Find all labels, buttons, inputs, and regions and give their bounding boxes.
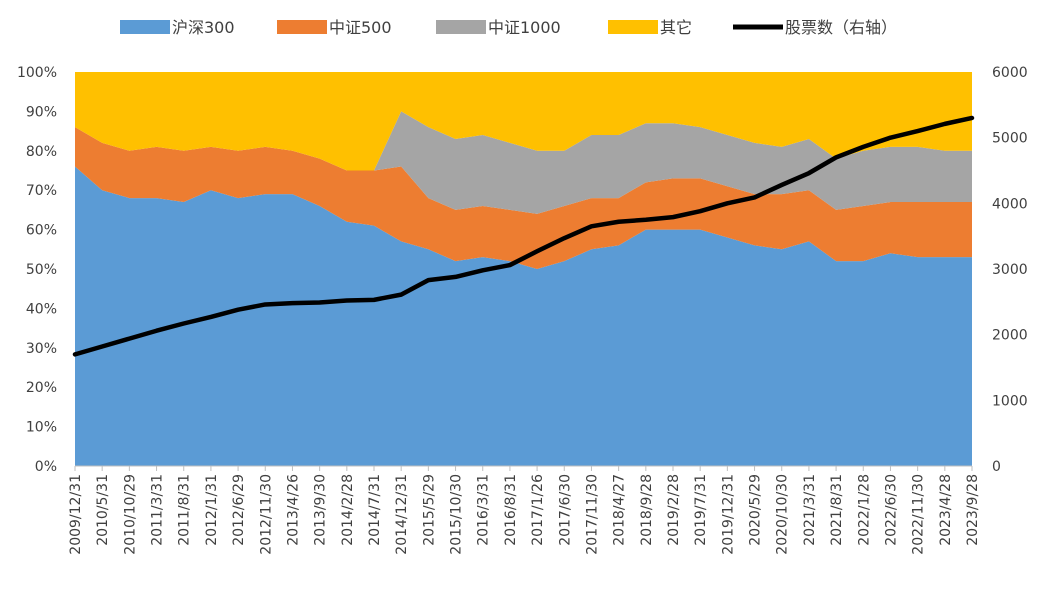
axes: 0% 10% 20% 30% 40% 50% 60% 70% 80% 90% 100% 0 1000 20… bbox=[17, 65, 1028, 555]
stock-count-line bbox=[72, 115, 975, 357]
x-tick-label: 2012/11/30 bbox=[258, 474, 274, 555]
stock-count-line-layer bbox=[72, 115, 975, 357]
y-left-tick-label: 40% bbox=[26, 301, 57, 317]
x-tick-label: 2012/6/29 bbox=[231, 474, 247, 546]
stacked-areas bbox=[75, 72, 972, 466]
x-tick-label: 2022/11/30 bbox=[911, 474, 927, 555]
legend-swatch-中证500 bbox=[277, 20, 327, 34]
x-tick-label: 2023/4/28 bbox=[938, 474, 954, 546]
y-right-tick-label: 1000 bbox=[992, 393, 1028, 409]
x-tick-label: 2017/1/26 bbox=[530, 474, 546, 546]
x-tick-label: 2009/12/31 bbox=[68, 474, 84, 555]
legend-swatch-中证1000 bbox=[436, 20, 486, 34]
x-tick-label: 2014/12/31 bbox=[394, 474, 410, 555]
area-other bbox=[75, 72, 972, 171]
x-tick-label: 2020/5/29 bbox=[748, 474, 764, 546]
legend-swatch-沪深300 bbox=[120, 20, 170, 34]
x-tick-label: 2015/10/30 bbox=[449, 474, 465, 555]
y-left-tick-label: 100% bbox=[17, 65, 57, 81]
legend-swatch-其它 bbox=[608, 20, 658, 34]
x-tick-label: 2019/12/31 bbox=[720, 474, 736, 555]
x-tick-label: 2016/8/31 bbox=[503, 474, 519, 546]
x-tick-label: 2017/6/30 bbox=[557, 474, 573, 546]
y-left-tick-label: 70% bbox=[26, 183, 57, 199]
y-left-tick-label: 20% bbox=[26, 380, 57, 396]
legend-label: 其它 bbox=[660, 18, 692, 37]
legend-label: 股票数（右轴） bbox=[785, 18, 897, 37]
x-tick-label: 2018/4/27 bbox=[612, 474, 628, 546]
y-right-tick-label: 5000 bbox=[992, 131, 1028, 147]
y-left-tick-label: 10% bbox=[26, 420, 57, 436]
x-tick-label: 2010/10/29 bbox=[122, 474, 138, 555]
x-tick-label: 2021/8/31 bbox=[829, 474, 845, 546]
x-tick-label: 2019/7/31 bbox=[693, 474, 709, 546]
x-tick-label: 2020/10/30 bbox=[775, 474, 791, 555]
y-right-tick-label: 6000 bbox=[992, 65, 1028, 81]
y-left-tick-label: 80% bbox=[26, 144, 57, 160]
x-tick-label: 2021/3/31 bbox=[802, 474, 818, 546]
x-tick-label: 2011/3/31 bbox=[150, 474, 166, 546]
y-left-tick-label: 90% bbox=[26, 104, 57, 120]
legend: 沪深300 中证500 中证1000 其它 股票数（右轴） bbox=[120, 18, 897, 37]
x-tick-label: 2019/2/28 bbox=[666, 474, 682, 546]
y-right-tick-label: 2000 bbox=[992, 328, 1028, 344]
y-left-tick-label: 30% bbox=[26, 341, 57, 357]
area-csi1000 bbox=[75, 111, 972, 214]
y-left-tick-label: 50% bbox=[26, 262, 57, 278]
x-tick-label: 2013/4/26 bbox=[285, 474, 301, 546]
area-csi500 bbox=[75, 127, 972, 269]
x-tick-label: 2014/7/31 bbox=[367, 474, 383, 546]
x-tick-label: 2014/2/28 bbox=[340, 474, 356, 546]
x-tick-label: 2017/11/30 bbox=[584, 474, 600, 555]
x-tick-label: 2013/9/30 bbox=[313, 474, 329, 546]
x-tick-label: 2012/1/31 bbox=[204, 474, 220, 546]
x-tick-label: 2022/1/28 bbox=[856, 474, 872, 546]
x-tick-label: 2016/3/31 bbox=[476, 474, 492, 546]
y-right-tick-label: 4000 bbox=[992, 196, 1028, 212]
x-tick-label: 2018/9/28 bbox=[639, 474, 655, 546]
legend-label: 沪深300 bbox=[172, 18, 235, 37]
y-left-tick-label: 0% bbox=[35, 459, 57, 475]
area-csi300 bbox=[75, 166, 972, 466]
legend-label: 中证500 bbox=[329, 18, 392, 37]
x-tick-label: 2011/8/31 bbox=[177, 474, 193, 546]
y-right-tick-label: 0 bbox=[992, 459, 1001, 475]
x-tick-label: 2022/6/30 bbox=[883, 474, 899, 546]
y-left-tick-label: 60% bbox=[26, 223, 57, 239]
y-right-tick-label: 3000 bbox=[992, 262, 1028, 278]
legend-label: 中证1000 bbox=[488, 18, 561, 37]
x-tick-label: 2015/5/29 bbox=[421, 474, 437, 546]
x-tick-label: 2023/9/28 bbox=[965, 474, 981, 546]
x-tick-label: 2010/5/31 bbox=[95, 474, 111, 546]
